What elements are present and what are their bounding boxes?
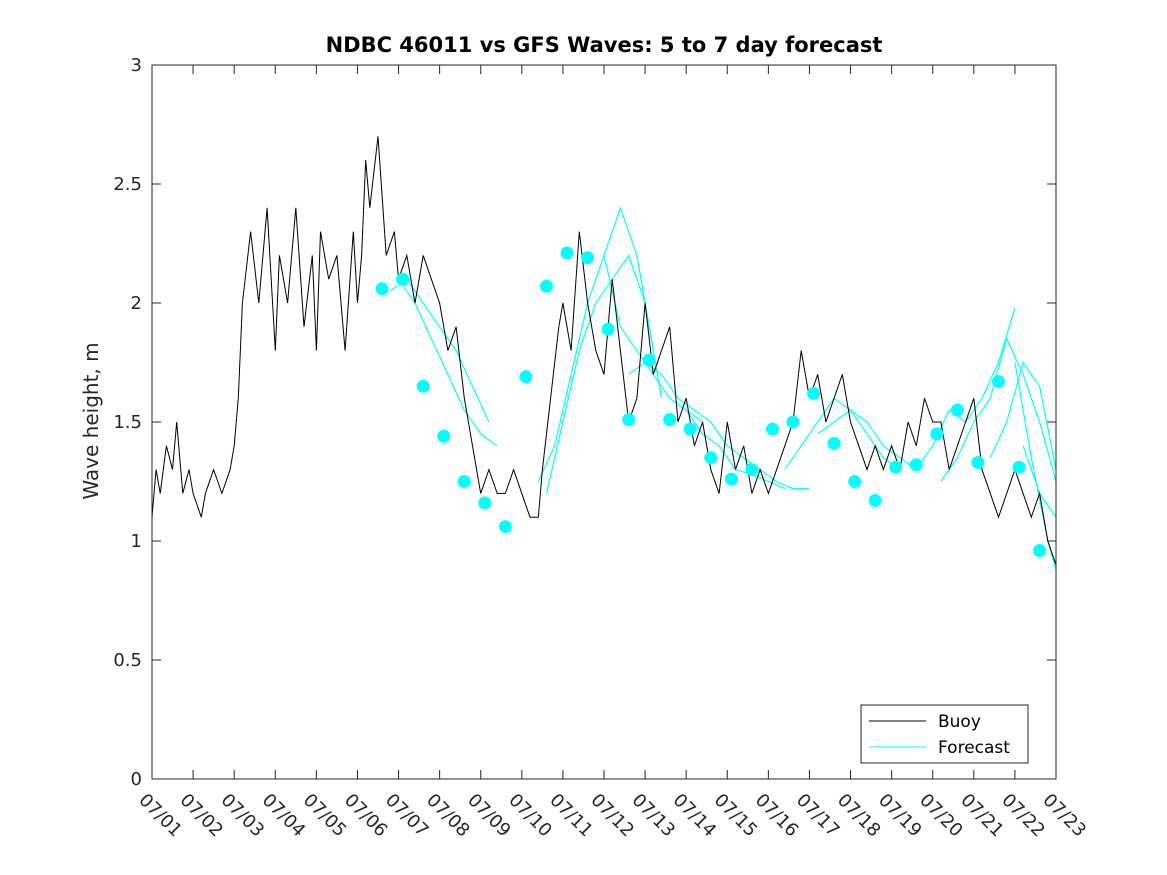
forecast-point	[519, 370, 533, 384]
forecast-point	[1012, 460, 1026, 474]
x-tick-label: 07/19	[874, 790, 926, 842]
x-tick-label: 07/13	[628, 790, 680, 842]
forecast-point	[889, 460, 903, 474]
y-axis-label: Wave height, m	[79, 342, 103, 499]
y-tick-label: 1	[131, 531, 142, 552]
forecast-point	[642, 353, 656, 367]
forecast-point	[622, 413, 636, 427]
forecast-point	[786, 415, 800, 429]
forecast-point	[375, 282, 389, 296]
forecast-line	[545, 254, 663, 494]
forecast-point	[560, 246, 574, 260]
x-tick-label: 07/06	[340, 790, 392, 842]
forecast-point	[950, 403, 964, 417]
x-tick-label: 07/03	[217, 790, 269, 842]
y-tick-label: 0.5	[113, 650, 142, 671]
x-tick-label: 07/05	[299, 790, 351, 842]
forecast-point	[766, 422, 779, 436]
x-tick-label: 07/09	[463, 790, 515, 842]
forecast-points-group	[375, 246, 1047, 557]
chart-title: NDBC 46011 vs GFS Waves: 5 to 7 day fore…	[326, 33, 883, 57]
forecast-line	[537, 205, 654, 482]
forecast-line	[784, 397, 901, 471]
x-tick-label: 07/11	[545, 790, 597, 842]
forecast-point	[868, 494, 882, 507]
forecast-point	[396, 272, 410, 286]
forecast-point	[704, 451, 718, 465]
x-tick-label: 07/02	[176, 790, 228, 842]
forecast-line	[817, 409, 917, 471]
buoy-series-group	[151, 136, 1057, 565]
forecast-point	[848, 475, 862, 488]
x-tick-label: 07/12	[586, 790, 638, 842]
forecast-point	[724, 472, 738, 486]
y-tick-label: 2.5	[113, 174, 142, 195]
x-tick-label: 07/23	[1038, 790, 1090, 842]
forecast-point	[478, 496, 492, 510]
y-tick-label: 3	[131, 55, 142, 76]
x-tick-label: 07/17	[792, 790, 844, 842]
plot-frame	[151, 64, 1057, 780]
forecast-point	[745, 463, 759, 477]
forecast-point	[909, 458, 923, 472]
buoy-line	[151, 136, 1057, 565]
x-tick-label: 07/21	[956, 790, 1008, 842]
x-tick-label: 07/22	[997, 790, 1049, 842]
ticks-group	[151, 64, 1057, 780]
y-tick-label: 2	[131, 293, 142, 314]
forecast-point	[540, 279, 553, 293]
forecast-point	[971, 456, 985, 469]
forecast-point	[601, 322, 615, 336]
forecast-point	[457, 475, 471, 488]
forecast-point	[581, 251, 595, 265]
y-tick-label: 1.5	[113, 412, 142, 433]
forecast-point	[663, 413, 677, 427]
x-tick-label: 07/20	[915, 790, 967, 842]
legend-box	[860, 704, 1029, 764]
forecast-point	[827, 436, 841, 450]
x-tick-label: 07/14	[669, 790, 721, 842]
forecast-line	[989, 361, 1057, 470]
y-tick-label: 0	[131, 769, 142, 790]
forecast-point	[992, 375, 1005, 388]
x-tick-label: 07/15	[710, 790, 762, 842]
forecast-point	[498, 520, 512, 534]
legend-forecast-label: Forecast	[938, 738, 1010, 758]
x-tick-label: 07/07	[381, 790, 433, 842]
plot-area	[152, 65, 1056, 779]
x-tick-label: 07/16	[751, 790, 803, 842]
forecast-point	[930, 427, 944, 441]
forecast-line	[1014, 362, 1057, 570]
x-tick-label: 07/01	[134, 790, 186, 842]
x-tick-label: 07/08	[422, 790, 474, 842]
x-tick-label: 07/10	[504, 790, 556, 842]
legend: Buoy Forecast	[860, 704, 1029, 764]
forecast-point	[1033, 544, 1047, 557]
forecast-point	[416, 379, 430, 393]
x-tick-label: 07/18	[833, 790, 885, 842]
legend-buoy-label: Buoy	[938, 712, 981, 732]
x-tick-label: 07/04	[258, 790, 310, 842]
forecast-point	[437, 429, 451, 443]
forecast-line	[940, 336, 1057, 482]
forecast-point	[683, 422, 697, 436]
forecast-point	[807, 386, 821, 400]
